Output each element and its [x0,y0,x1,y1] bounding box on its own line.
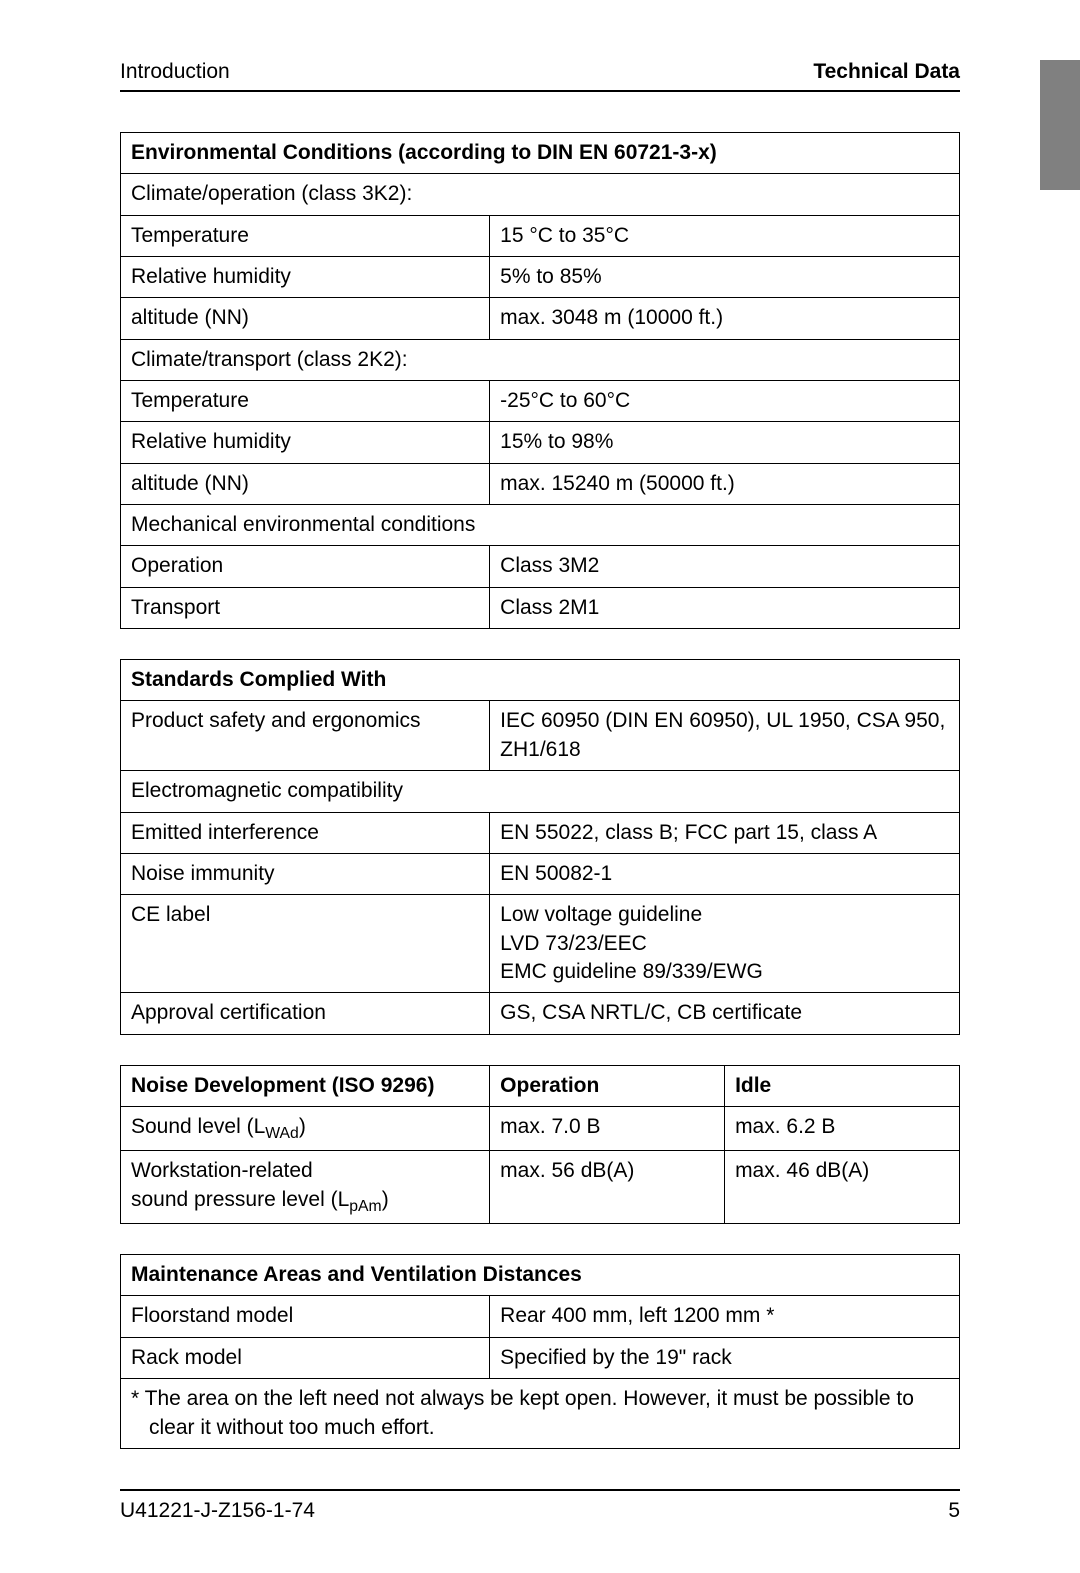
table-row: EN 50082-1 [490,853,960,894]
side-tab [1040,60,1080,190]
maint-title: Maintenance Areas and Ventilation Distan… [121,1255,960,1296]
table-row: max. 6.2 B [725,1106,960,1150]
noise-header: Noise Development (ISO 9296) [121,1065,490,1106]
table-row: Relative humidity [121,257,490,298]
table-row: Emitted interference [121,812,490,853]
page-header: Introduction Technical Data [120,60,960,92]
table-row: Class 2M1 [490,587,960,628]
table-row: Workstation-relatedsound pressure level … [121,1151,490,1224]
table-row: Mechanical environmental conditions [121,505,960,546]
standards-title: Standards Complied With [121,660,960,701]
table-row: Specified by the 19" rack [490,1337,960,1378]
table-row: max. 15240 m (50000 ft.) [490,463,960,504]
table-row: Temperature [121,381,490,422]
header-right: Technical Data [813,60,960,84]
table-row: GS, CSA NRTL/C, CB certificate [490,993,960,1034]
table-row: IEC 60950 (DIN EN 60950), UL 1950, CSA 9… [490,701,960,771]
table-environmental: Environmental Conditions (according to D… [120,132,960,629]
table-row: Low voltage guidelineLVD 73/23/EECEMC gu… [490,895,960,993]
table-noise: Noise Development (ISO 9296) Operation I… [120,1065,960,1225]
maint-note: * The area on the left need not always b… [121,1379,960,1449]
table-row: max. 7.0 B [490,1106,725,1150]
table-row: max. 46 dB(A) [725,1151,960,1224]
page-footer: U41221-J-Z156-1-74 5 [120,1489,960,1523]
table-row: Product safety and ergonomics [121,701,490,771]
table-row: Transport [121,587,490,628]
table-row: Rack model [121,1337,490,1378]
table-row: altitude (NN) [121,463,490,504]
table-row: Climate/transport (class 2K2): [121,339,960,380]
table-row: Approval certification [121,993,490,1034]
noise-header: Idle [725,1065,960,1106]
table-row: Sound level (LWAd) [121,1106,490,1150]
footer-right: 5 [948,1499,960,1523]
noise-header: Operation [490,1065,725,1106]
env-title: Environmental Conditions (according to D… [121,133,960,174]
table-row: 15 °C to 35°C [490,215,960,256]
table-row: Noise immunity [121,853,490,894]
table-row: 5% to 85% [490,257,960,298]
header-left: Introduction [120,60,230,84]
table-row: Operation [121,546,490,587]
table-row: Relative humidity [121,422,490,463]
table-row: CE label [121,895,490,993]
table-row: max. 56 dB(A) [490,1151,725,1224]
table-row: Climate/operation (class 3K2): [121,174,960,215]
table-row: Electromagnetic compatibility [121,771,960,812]
table-row: max. 3048 m (10000 ft.) [490,298,960,339]
table-row: Rear 400 mm, left 1200 mm * [490,1296,960,1337]
table-standards: Standards Complied With Product safety a… [120,659,960,1034]
table-maintenance: Maintenance Areas and Ventilation Distan… [120,1254,960,1449]
table-row: Temperature [121,215,490,256]
table-row: EN 55022, class B; FCC part 15, class A [490,812,960,853]
table-row: altitude (NN) [121,298,490,339]
table-row: Floorstand model [121,1296,490,1337]
footer-left: U41221-J-Z156-1-74 [120,1499,315,1523]
table-row: -25°C to 60°C [490,381,960,422]
table-row: 15% to 98% [490,422,960,463]
page: Introduction Technical Data Environmenta… [0,0,1080,1573]
table-row: Class 3M2 [490,546,960,587]
